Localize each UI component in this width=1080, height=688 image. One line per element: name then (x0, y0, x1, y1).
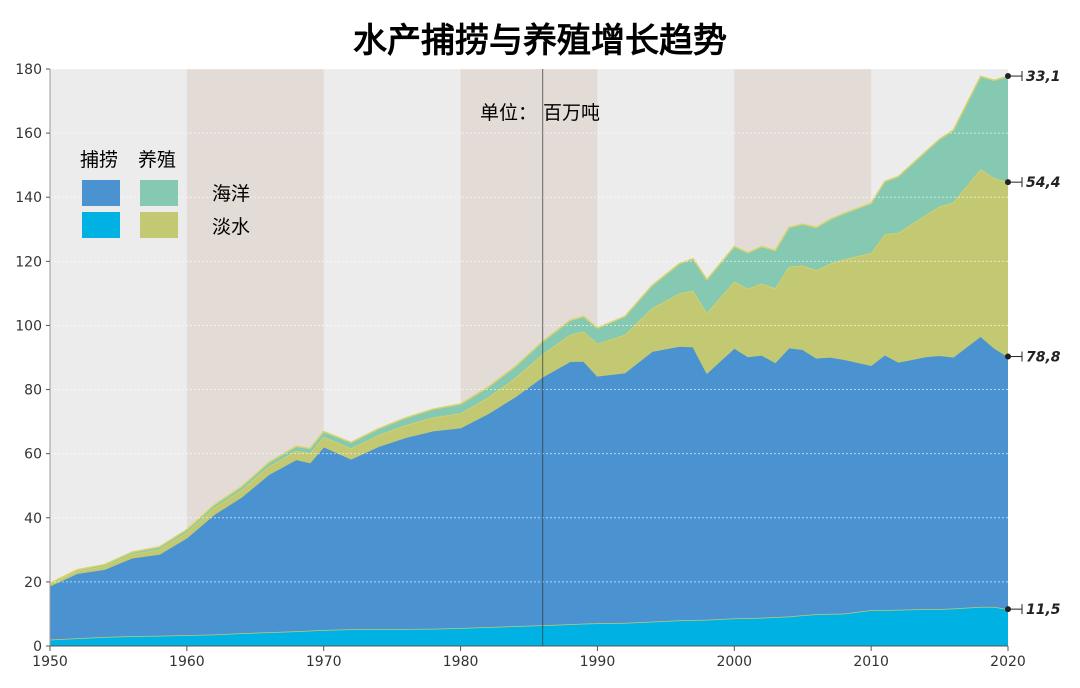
end-label-freshwater-capture: 11,5 (1026, 602, 1061, 618)
legend-swatch-freshwater-aquaculture (140, 212, 178, 238)
x-tick-label-2000: 2000 (716, 654, 752, 670)
unit-note: 单位： 百万吨 (480, 102, 600, 124)
x-tick-label-1980: 1980 (443, 654, 479, 670)
y-tick-label-80: 80 (24, 383, 42, 399)
legend-swatch-freshwater-capture (82, 212, 120, 238)
x-tick-label-1970: 1970 (306, 654, 342, 670)
legend-header-capture: 捕捞 (80, 149, 118, 171)
area-freshwater-capture (50, 606, 1008, 646)
edge-marine-aquaculture (49, 75, 1009, 584)
y-tick-label-160: 160 (15, 126, 42, 142)
axes: 0 20 40 60 80 100 120 140 160 180 1950 1960 1970 1980… (15, 62, 1026, 670)
legend: 捕捞 养殖 海洋 淡水 (80, 149, 250, 238)
stacked-areas (49, 75, 1009, 646)
end-label-marine-aquaculture: 33,1 (1026, 69, 1061, 85)
x-tick-label-1990: 1990 (580, 654, 616, 670)
y-tick-label-60: 60 (24, 447, 42, 463)
chart-title: 水产捕捞与养殖增长趋势 (353, 21, 727, 61)
area-freshwater-aquaculture (50, 169, 1008, 586)
x-tick-label-2020: 2020 (990, 654, 1026, 670)
y-tick-label-40: 40 (24, 511, 42, 527)
end-label-marine-capture: 78,8 (1026, 350, 1061, 366)
legend-swatch-marine-aquaculture (140, 180, 178, 206)
x-tick-label-2010: 2010 (853, 654, 889, 670)
y-tick-label-180: 180 (15, 62, 42, 78)
legend-swatch-marine-capture (82, 180, 120, 206)
end-label-freshwater-aquaculture: 54,4 (1026, 175, 1061, 191)
legend-row-marine: 海洋 (212, 183, 250, 205)
end-value-labels: 33,1 54,4 78,8 11,5 (1005, 69, 1061, 618)
y-tick-label-140: 140 (15, 190, 42, 206)
x-tick-label-1950: 1950 (32, 654, 68, 670)
y-tick-label-120: 120 (15, 254, 42, 270)
legend-header-aquaculture: 养殖 (138, 149, 176, 171)
y-tick-label-0: 0 (33, 639, 42, 655)
legend-row-freshwater: 淡水 (212, 216, 250, 238)
y-tick-label-100: 100 (15, 318, 42, 334)
x-tick-label-1960: 1960 (169, 654, 205, 670)
y-tick-label-20: 20 (24, 575, 42, 591)
area-marine-capture (50, 336, 1008, 640)
